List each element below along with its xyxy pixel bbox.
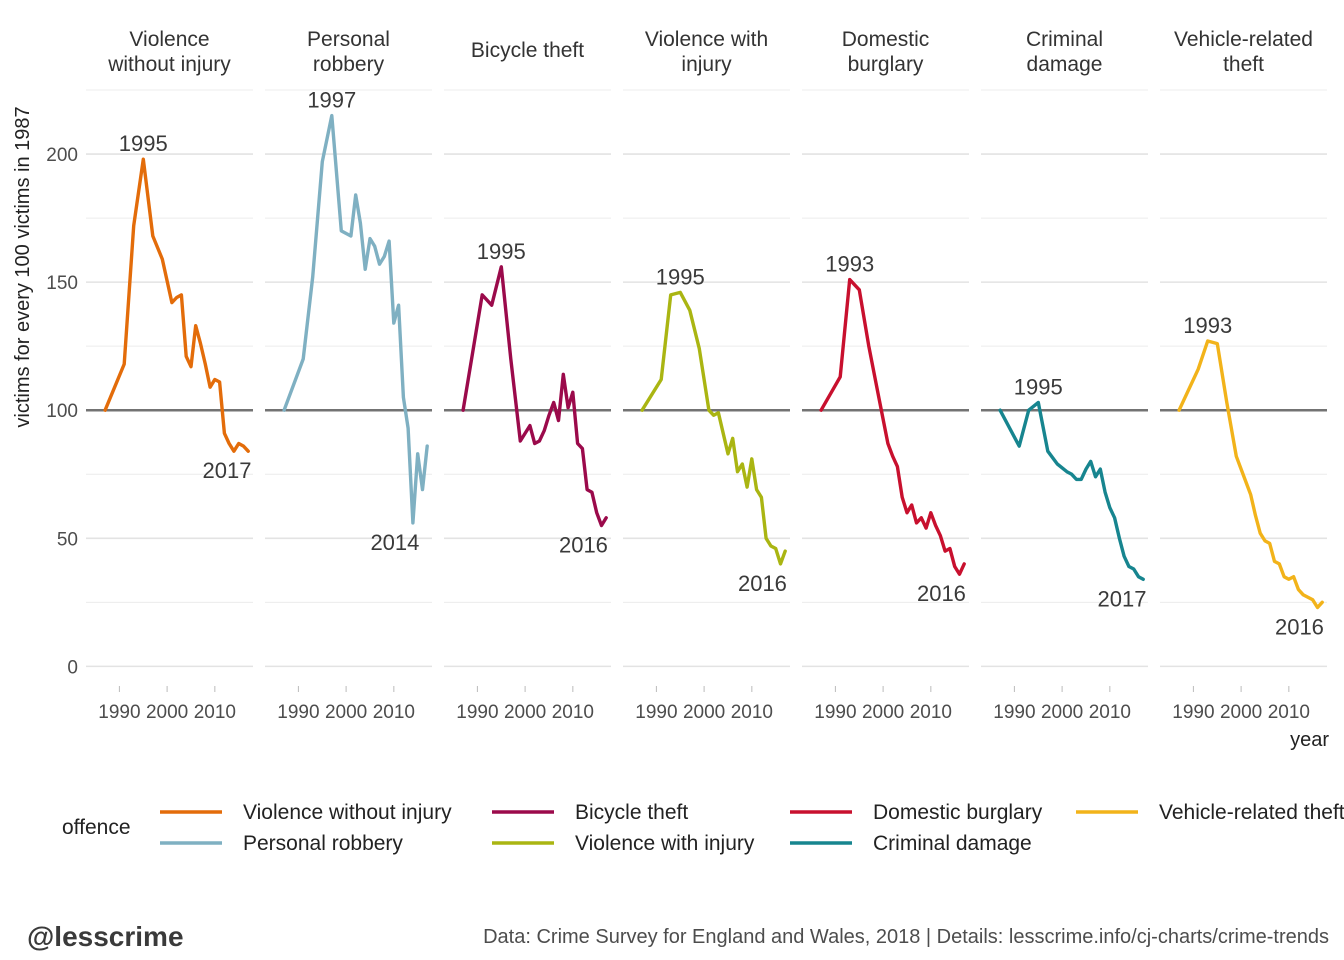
legend-item: Criminal damage bbox=[790, 832, 1032, 855]
x-tick-label: 2000 bbox=[1220, 702, 1262, 723]
y-tick-label: 100 bbox=[46, 401, 78, 422]
peak-annotation: 1995 bbox=[119, 131, 168, 156]
x-tick-label: 1990 bbox=[1172, 702, 1214, 723]
facet-title: injury bbox=[681, 53, 732, 76]
x-tick-label: 2010 bbox=[1268, 702, 1310, 723]
legend-item: Personal robbery bbox=[160, 832, 403, 855]
legend-label: Bicycle theft bbox=[575, 801, 688, 824]
legend-items: Violence without injury Personal robbery B… bbox=[160, 801, 1344, 855]
x-tick-label: 1990 bbox=[456, 702, 498, 723]
facet-title: damage bbox=[1027, 53, 1103, 76]
x-tick-label: 1990 bbox=[277, 702, 319, 723]
x-tick-label: 2010 bbox=[731, 702, 773, 723]
x-tick-label: 2010 bbox=[910, 702, 952, 723]
facet-title: burglary bbox=[848, 53, 924, 76]
peak-annotation: 2016 bbox=[738, 571, 787, 596]
x-tick-label: 1990 bbox=[98, 702, 140, 723]
peak-annotation: 2017 bbox=[1098, 586, 1147, 611]
legend-item: Bicycle theft bbox=[492, 801, 688, 824]
facet-title: Bicycle theft bbox=[471, 39, 584, 62]
x-tick-label: 2000 bbox=[683, 702, 725, 723]
x-tick-label: 2000 bbox=[862, 702, 904, 723]
data-source-note: Data: Crime Survey for England and Wales… bbox=[483, 926, 1329, 948]
y-tick-label: 0 bbox=[67, 657, 78, 678]
facet-bicycle-theft: Bicycle theft 1990 2000 2010 1995 2016 bbox=[444, 39, 611, 723]
legend-label: Violence without injury bbox=[243, 801, 452, 824]
legend-label: Personal robbery bbox=[243, 832, 403, 855]
series-line bbox=[103, 157, 250, 453]
legend-label: Vehicle-related theft bbox=[1159, 801, 1344, 824]
peak-annotation: 1993 bbox=[825, 252, 874, 277]
peak-annotation: 2017 bbox=[203, 458, 252, 483]
peak-annotation: 1997 bbox=[307, 88, 356, 113]
peak-annotation: 1995 bbox=[477, 239, 526, 264]
y-tick-label: 150 bbox=[46, 273, 78, 294]
series-line bbox=[998, 400, 1145, 581]
facet-title: Personal bbox=[307, 28, 390, 51]
legend-item: Violence without injury bbox=[160, 801, 452, 824]
facet-title: theft bbox=[1223, 53, 1264, 76]
facet-title: Vehicle-related bbox=[1174, 28, 1313, 51]
y-axis-title: victims for every 100 victims in 1987 bbox=[12, 106, 34, 427]
series-line bbox=[282, 113, 429, 525]
peak-annotation: 2016 bbox=[1275, 614, 1324, 639]
series-line bbox=[461, 265, 608, 528]
facet-title: without injury bbox=[107, 53, 231, 76]
x-axis-title: year bbox=[1290, 729, 1329, 751]
facet-title: robbery bbox=[313, 53, 385, 76]
legend-label: Criminal damage bbox=[873, 832, 1032, 855]
facet-title: Criminal bbox=[1026, 28, 1103, 51]
x-tick-label: 2010 bbox=[194, 702, 236, 723]
peak-annotation: 2016 bbox=[917, 581, 966, 606]
series-line bbox=[640, 290, 787, 566]
legend-item: Vehicle-related theft bbox=[1076, 801, 1344, 824]
peak-annotation: 1995 bbox=[656, 264, 705, 289]
legend: offence Violence without injury Personal … bbox=[62, 801, 1344, 855]
x-tick-label: 2000 bbox=[1041, 702, 1083, 723]
facet-title: Violence bbox=[129, 28, 209, 51]
x-tick-label: 2010 bbox=[552, 702, 594, 723]
peak-annotation: 2016 bbox=[559, 532, 608, 557]
peak-annotation: 1995 bbox=[1014, 375, 1063, 400]
x-tick-label: 2010 bbox=[373, 702, 415, 723]
legend-title: offence bbox=[62, 816, 131, 839]
x-tick-label: 1990 bbox=[635, 702, 677, 723]
series-line bbox=[1177, 339, 1324, 610]
x-tick-label: 2000 bbox=[146, 702, 188, 723]
legend-label: Violence with injury bbox=[575, 832, 755, 855]
peak-annotation: 2014 bbox=[370, 530, 419, 555]
x-tick-label: 2010 bbox=[1089, 702, 1131, 723]
legend-item: Violence with injury bbox=[492, 832, 755, 855]
y-tick-label: 200 bbox=[46, 145, 78, 166]
x-tick-label: 1990 bbox=[814, 702, 856, 723]
y-tick-label: 50 bbox=[57, 529, 78, 550]
brand-handle: @lesscrime bbox=[27, 921, 184, 952]
x-tick-label: 2000 bbox=[325, 702, 367, 723]
series-line bbox=[819, 277, 966, 576]
x-tick-label: 1990 bbox=[993, 702, 1035, 723]
legend-item: Domestic burglary bbox=[790, 801, 1043, 824]
legend-label: Domestic burglary bbox=[873, 801, 1043, 824]
x-tick-label: 2000 bbox=[504, 702, 546, 723]
facet-title: Violence with bbox=[645, 28, 768, 51]
facet-title: Domestic bbox=[842, 28, 930, 51]
peak-annotation: 1993 bbox=[1183, 313, 1232, 338]
